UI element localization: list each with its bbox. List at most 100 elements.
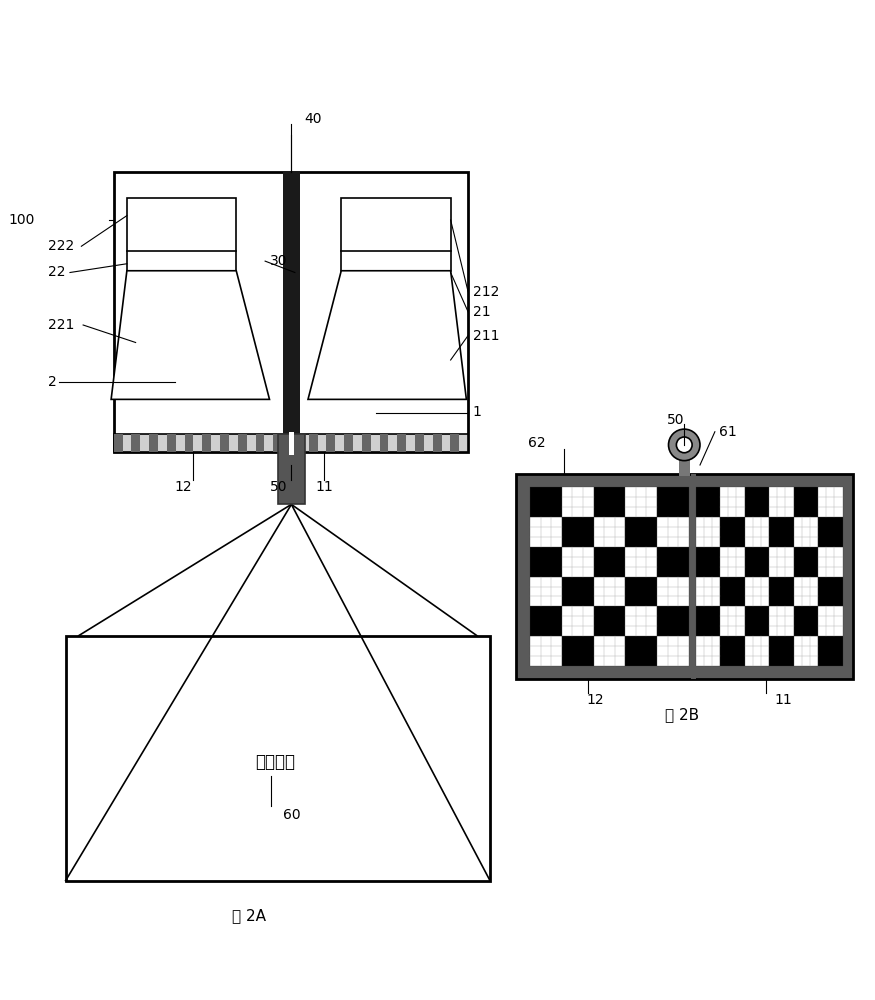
Bar bbox=[720, 547, 745, 577]
Bar bbox=[657, 487, 689, 517]
Bar bbox=[818, 577, 843, 606]
Bar bbox=[657, 577, 689, 606]
Bar bbox=[769, 547, 794, 577]
Bar bbox=[657, 517, 689, 547]
Bar bbox=[149, 434, 158, 452]
Text: 40: 40 bbox=[304, 112, 322, 126]
Bar bbox=[289, 432, 294, 454]
Bar bbox=[745, 636, 769, 666]
Bar bbox=[593, 487, 626, 517]
Bar bbox=[745, 606, 769, 636]
Bar bbox=[530, 487, 562, 517]
Bar bbox=[657, 636, 689, 666]
Text: 1: 1 bbox=[473, 406, 481, 420]
Bar bbox=[794, 577, 818, 606]
Text: 探测区域: 探测区域 bbox=[255, 754, 296, 772]
Bar bbox=[415, 434, 424, 452]
Bar bbox=[530, 636, 562, 666]
Bar bbox=[769, 606, 794, 636]
Circle shape bbox=[676, 437, 692, 453]
Bar bbox=[562, 636, 593, 666]
Text: 2: 2 bbox=[48, 375, 57, 389]
Bar bbox=[283, 172, 300, 452]
Bar bbox=[818, 547, 843, 577]
Bar bbox=[593, 606, 626, 636]
Bar bbox=[745, 487, 769, 517]
Text: 212: 212 bbox=[473, 285, 499, 299]
Bar bbox=[114, 172, 468, 452]
Bar bbox=[309, 434, 318, 452]
Bar bbox=[626, 547, 657, 577]
Bar bbox=[720, 636, 745, 666]
Text: 222: 222 bbox=[48, 239, 74, 253]
Bar bbox=[626, 606, 657, 636]
Bar bbox=[530, 487, 689, 666]
Text: 11: 11 bbox=[315, 480, 332, 494]
Text: 61: 61 bbox=[719, 425, 737, 439]
Bar bbox=[127, 198, 236, 271]
Bar bbox=[626, 517, 657, 547]
Bar bbox=[220, 434, 229, 452]
Bar bbox=[696, 547, 720, 577]
Bar bbox=[530, 517, 562, 547]
Bar bbox=[818, 487, 843, 517]
Text: 11: 11 bbox=[774, 692, 792, 706]
Bar bbox=[380, 434, 388, 452]
Text: 图 2A: 图 2A bbox=[233, 908, 266, 923]
Polygon shape bbox=[308, 271, 466, 399]
Bar bbox=[255, 434, 264, 452]
Bar bbox=[290, 434, 300, 452]
Text: 21: 21 bbox=[473, 305, 490, 319]
Bar bbox=[720, 487, 745, 517]
Bar bbox=[794, 487, 818, 517]
Bar bbox=[769, 577, 794, 606]
Bar bbox=[696, 487, 843, 666]
Bar bbox=[720, 517, 745, 547]
Text: 62: 62 bbox=[528, 436, 545, 450]
Bar bbox=[769, 636, 794, 666]
Bar bbox=[696, 577, 720, 606]
Bar bbox=[167, 434, 176, 452]
Bar bbox=[326, 434, 335, 452]
Bar bbox=[562, 487, 593, 517]
Bar bbox=[696, 636, 720, 666]
Bar bbox=[530, 547, 562, 577]
Bar bbox=[691, 474, 696, 679]
Bar bbox=[562, 517, 593, 547]
Bar bbox=[720, 606, 745, 636]
Text: 100: 100 bbox=[9, 213, 35, 227]
Bar bbox=[818, 517, 843, 547]
Text: 12: 12 bbox=[175, 480, 192, 494]
Text: 211: 211 bbox=[473, 328, 499, 342]
Bar bbox=[745, 547, 769, 577]
Bar bbox=[696, 606, 720, 636]
Bar bbox=[238, 434, 247, 452]
Bar bbox=[769, 517, 794, 547]
Bar bbox=[794, 547, 818, 577]
Bar bbox=[362, 434, 371, 452]
Text: 50: 50 bbox=[270, 480, 287, 494]
Bar bbox=[433, 434, 442, 452]
Bar bbox=[593, 577, 626, 606]
Text: 12: 12 bbox=[586, 692, 604, 706]
Text: 30: 30 bbox=[270, 254, 287, 268]
Text: 50: 50 bbox=[667, 412, 684, 426]
Bar bbox=[273, 434, 282, 452]
Bar bbox=[397, 434, 406, 452]
Text: 221: 221 bbox=[48, 318, 74, 332]
Bar bbox=[344, 434, 353, 452]
Bar bbox=[626, 487, 657, 517]
Bar bbox=[794, 606, 818, 636]
Bar bbox=[131, 434, 140, 452]
Bar bbox=[562, 606, 593, 636]
Bar bbox=[185, 434, 193, 452]
Bar bbox=[794, 517, 818, 547]
Text: 60: 60 bbox=[283, 808, 300, 822]
Bar bbox=[818, 636, 843, 666]
Bar bbox=[202, 434, 211, 452]
Bar bbox=[626, 577, 657, 606]
Circle shape bbox=[668, 429, 700, 461]
Text: 22: 22 bbox=[48, 265, 66, 279]
Bar bbox=[562, 547, 593, 577]
Bar bbox=[769, 487, 794, 517]
